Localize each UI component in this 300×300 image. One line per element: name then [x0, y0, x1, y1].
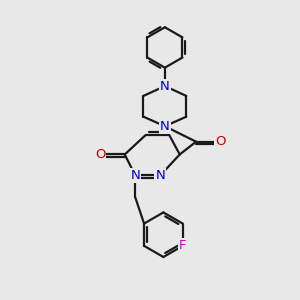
Text: N: N: [160, 80, 170, 93]
Text: N: N: [130, 169, 140, 182]
Text: N: N: [160, 120, 170, 133]
Text: F: F: [179, 239, 186, 252]
Text: N: N: [155, 169, 165, 182]
Text: O: O: [95, 148, 105, 161]
Text: O: O: [215, 135, 226, 148]
